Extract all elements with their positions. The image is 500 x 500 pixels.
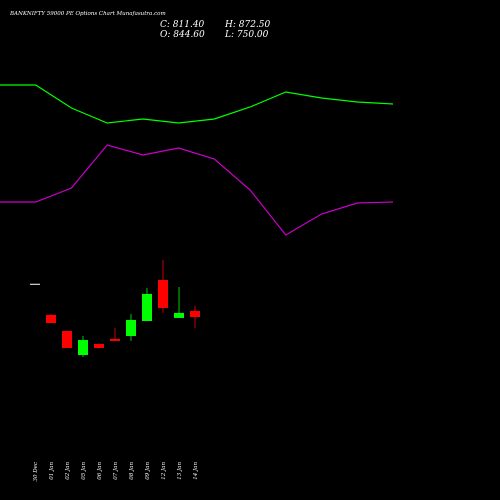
indicator-line <box>0 84 394 124</box>
candle-body <box>190 310 200 317</box>
candle-body <box>126 319 136 337</box>
x-tick-label: 12 Jan <box>161 462 167 480</box>
close-label: C: 811.40 <box>160 20 205 30</box>
x-tick-label: 02 Jan <box>65 462 71 480</box>
x-tick-label: 08 Jan <box>129 462 135 480</box>
candle-body <box>94 344 104 348</box>
candle-body <box>78 340 88 356</box>
candle-body <box>110 338 120 341</box>
x-tick-label: 05 Jan <box>81 462 87 480</box>
open-label: O: 844.60 <box>160 30 205 40</box>
low-label: L: 750.00 <box>224 30 269 40</box>
candle-body <box>30 283 40 285</box>
candle-body <box>158 279 168 309</box>
high-label: H: 872.50 <box>224 20 271 30</box>
x-tick-label: 01 Jan <box>49 462 55 480</box>
chart-title: BANKNIFTY 59000 PE Options Chart Munafas… <box>9 11 166 17</box>
indicator-line <box>0 144 394 236</box>
x-tick-label: 14 Jan <box>193 462 199 480</box>
candle-body <box>62 330 72 348</box>
candle-body <box>46 314 56 324</box>
candle-body <box>142 293 152 322</box>
candle-body <box>174 312 184 318</box>
x-tick-label: 07 Jan <box>113 462 119 480</box>
x-tick-label: 13 Jan <box>177 462 183 480</box>
x-tick-label: 09 Jan <box>145 462 151 480</box>
x-tick-label: 30 Dec <box>33 462 39 482</box>
x-tick-label: 06 Jan <box>97 462 103 480</box>
